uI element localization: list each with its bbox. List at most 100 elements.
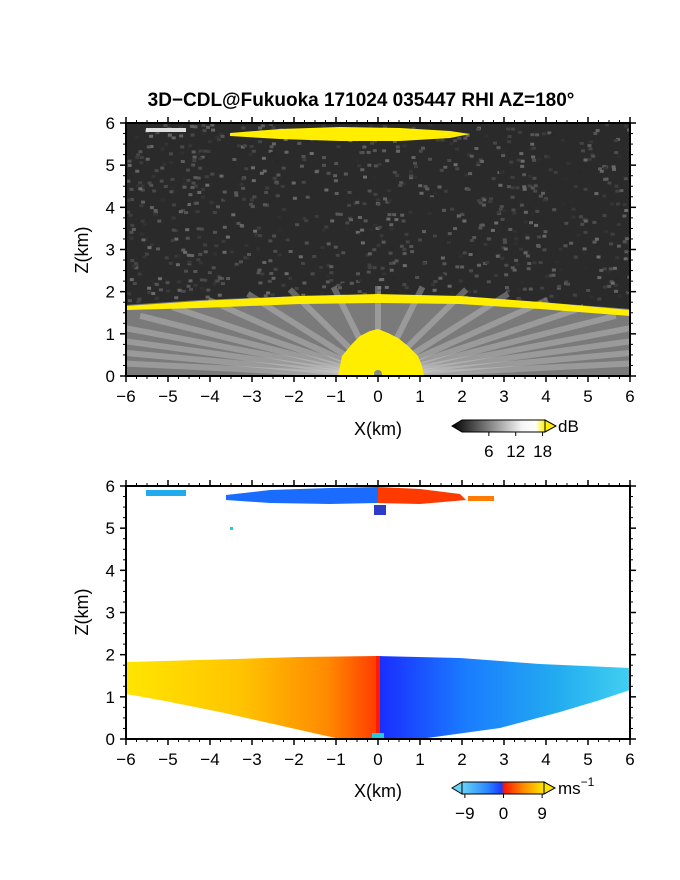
noise-speckle (258, 140, 263, 144)
velocity-x-tick-label: −6 (116, 750, 135, 769)
noise-speckle (372, 266, 377, 270)
noise-speckle (453, 163, 458, 167)
noise-speckle (197, 235, 202, 239)
noise-speckle (522, 287, 527, 291)
noise-speckle (188, 193, 193, 197)
noise-speckle (397, 233, 401, 237)
noise-speckle (455, 265, 460, 269)
intensity-y-tick-label: 4 (106, 198, 115, 217)
noise-speckle (532, 261, 537, 265)
noise-speckle (166, 289, 171, 293)
noise-speckle (248, 152, 253, 156)
noise-speckle (170, 177, 175, 181)
noise-speckle (298, 255, 303, 259)
noise-speckle (225, 235, 230, 239)
noise-speckle (280, 184, 285, 188)
radar-site (374, 370, 382, 376)
velocity-x-tick-label: 2 (457, 750, 466, 769)
noise-speckle (476, 161, 481, 165)
noise-speckle (595, 242, 600, 246)
noise-speckle (335, 212, 340, 216)
noise-speckle (329, 265, 334, 269)
noise-speckle (551, 268, 556, 272)
noise-speckle (603, 285, 608, 289)
noise-speckle (402, 247, 407, 251)
noise-speckle (614, 151, 619, 155)
noise-speckle (370, 141, 375, 145)
noise-speckle (216, 138, 221, 141)
velocity-upper-drip (374, 505, 386, 515)
noise-speckle (160, 147, 165, 151)
noise-speckle (267, 279, 272, 283)
noise-speckle (137, 272, 142, 276)
noise-speckle (509, 160, 514, 164)
noise-speckle (422, 261, 427, 265)
intensity-colorbar-tick-label: 12 (506, 442, 525, 461)
noise-speckle (462, 219, 467, 223)
noise-speckle (486, 280, 491, 284)
noise-speckle (429, 195, 434, 199)
noise-speckle (614, 139, 618, 143)
noise-speckle (518, 130, 522, 134)
noise-speckle (358, 278, 363, 282)
noise-speckle (334, 162, 339, 165)
noise-speckle (206, 288, 211, 292)
noise-speckle (500, 217, 505, 221)
noise-speckle (512, 268, 517, 272)
noise-speckle (276, 173, 281, 177)
noise-speckle (255, 234, 260, 238)
noise-speckle (504, 263, 509, 267)
noise-speckle (394, 259, 399, 263)
noise-speckle (421, 146, 425, 150)
noise-speckle (387, 189, 392, 193)
noise-speckle (375, 227, 380, 230)
noise-speckle (476, 199, 481, 203)
noise-speckle (283, 138, 288, 141)
noise-speckle (528, 287, 533, 291)
noise-speckle (138, 187, 143, 191)
noise-speckle (161, 162, 166, 166)
noise-speckle (525, 254, 530, 258)
velocity-x-tick-label: −4 (200, 750, 219, 769)
noise-speckle (319, 265, 324, 269)
noise-speckle (153, 209, 158, 212)
noise-speckle (221, 198, 226, 202)
noise-speckle (533, 189, 538, 193)
noise-speckle (231, 213, 236, 217)
noise-speckle (206, 150, 211, 153)
noise-speckle (573, 185, 578, 188)
noise-speckle (586, 289, 591, 292)
intensity-x-label: X(km) (354, 419, 402, 439)
noise-speckle (314, 170, 319, 174)
figure-title: 3D−CDL@Fukuoka 171024 035447 RHI AZ=180° (148, 90, 575, 111)
noise-speckle (177, 255, 182, 259)
intensity-y-tick-label: 6 (106, 114, 115, 133)
noise-speckle (414, 165, 418, 169)
noise-speckle (402, 252, 407, 256)
noise-speckle (208, 140, 212, 144)
noise-speckle (413, 161, 417, 165)
noise-speckle (178, 210, 183, 214)
noise-speckle (456, 216, 461, 220)
noise-speckle (203, 278, 208, 282)
noise-speckle (443, 189, 448, 193)
noise-speckle (455, 147, 459, 151)
noise-speckle (530, 213, 535, 217)
noise-speckle (373, 192, 378, 196)
noise-speckle (405, 240, 410, 244)
noise-speckle (523, 220, 528, 224)
noise-speckle (380, 266, 385, 270)
noise-speckle (127, 299, 132, 303)
noise-speckle (198, 157, 203, 161)
intensity-x-tick-label: −2 (284, 387, 303, 406)
noise-speckle (439, 168, 444, 172)
noise-speckle (292, 196, 297, 200)
noise-speckle (506, 185, 511, 189)
noise-speckle (260, 272, 265, 276)
noise-speckle (329, 279, 334, 282)
noise-speckle (622, 214, 627, 218)
noise-speckle (324, 188, 329, 192)
noise-speckle (357, 233, 362, 237)
noise-speckle (499, 205, 504, 209)
noise-speckle (571, 215, 576, 219)
